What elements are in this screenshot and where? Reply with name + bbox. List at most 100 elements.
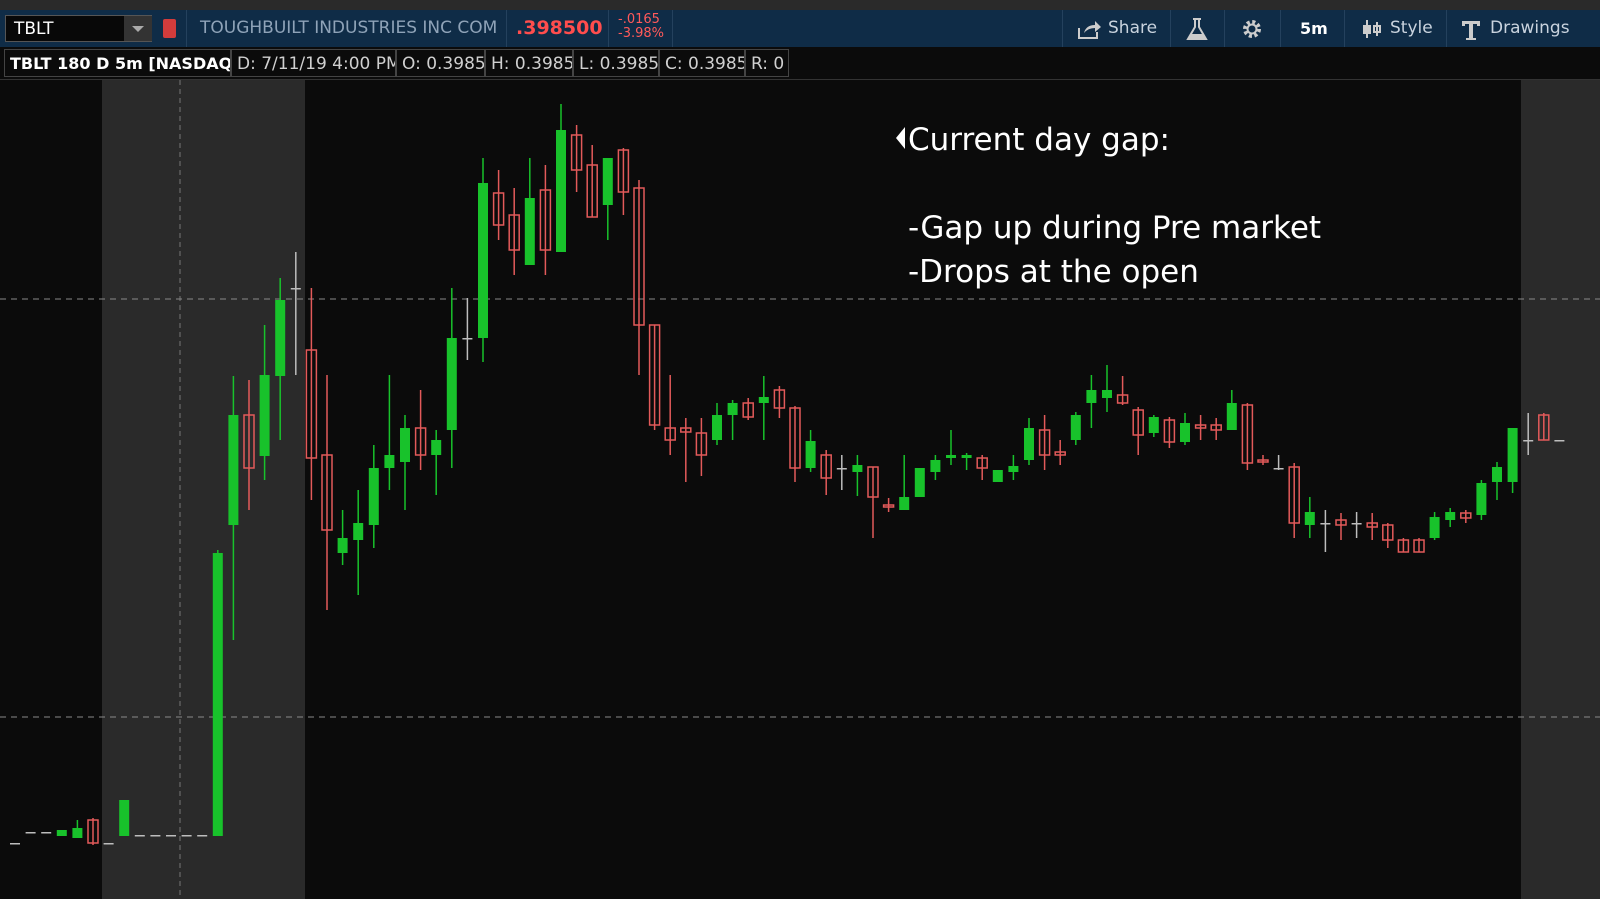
candle-body — [1304, 512, 1315, 525]
candle-body — [976, 457, 988, 469]
share-icon[interactable] — [1076, 18, 1102, 40]
candle-body — [243, 414, 255, 469]
candle-body — [648, 324, 661, 426]
candle-body — [742, 402, 754, 418]
candle-body — [1102, 390, 1112, 398]
share-button[interactable]: Share — [1108, 18, 1158, 38]
candle-body — [400, 428, 410, 462]
candle-body — [961, 455, 972, 458]
candle-body — [1382, 524, 1394, 541]
candle-body — [1351, 523, 1362, 525]
candle-body — [1429, 517, 1440, 538]
candle-body — [56, 830, 67, 836]
candle-body — [1413, 539, 1425, 553]
candle-body — [353, 523, 364, 540]
candle-body — [150, 835, 161, 837]
candle-body — [758, 397, 769, 403]
extended-hours-shading — [102, 80, 305, 899]
style-icon[interactable] — [1360, 18, 1384, 40]
candle-body — [867, 466, 879, 498]
candle-body — [1554, 440, 1565, 442]
candle-body — [930, 460, 941, 472]
candle-body — [1210, 424, 1222, 431]
candle-body — [462, 338, 473, 340]
candle-body — [259, 375, 270, 456]
candle-body — [556, 130, 566, 252]
candle-body — [197, 835, 208, 837]
link-icon[interactable] — [160, 18, 182, 42]
drawings-button[interactable]: Drawings — [1490, 18, 1570, 38]
candle-body — [617, 149, 630, 193]
symbol-dropdown[interactable] — [124, 16, 152, 41]
candle-body — [166, 835, 176, 837]
info-open: O: 0.3985 — [396, 49, 485, 77]
candle-body — [508, 214, 520, 251]
info-close: C: 0.3985 — [659, 49, 745, 77]
candle-body — [1086, 390, 1097, 403]
candle-body — [1226, 403, 1237, 430]
candle-body — [712, 415, 722, 440]
candle-body — [10, 843, 20, 845]
style-button[interactable]: Style — [1390, 18, 1433, 38]
candle-body — [914, 468, 925, 497]
drawings-icon[interactable] — [1460, 19, 1482, 41]
candle-body — [1070, 415, 1081, 440]
candle-body — [119, 800, 130, 836]
last-price: .398500 — [516, 17, 603, 39]
candle-body — [181, 835, 192, 837]
candle-body — [1445, 512, 1456, 520]
candle-body — [414, 427, 427, 456]
candle-body — [570, 134, 583, 171]
candle-body — [1460, 512, 1472, 519]
candle-body — [275, 300, 286, 376]
candle-body — [539, 189, 552, 251]
info-high: H: 0.3985 — [485, 49, 573, 77]
candle-body — [1320, 523, 1331, 525]
candle-body — [602, 158, 613, 205]
candle-body — [1507, 428, 1518, 482]
candle-body — [805, 441, 816, 468]
candle-body — [1054, 451, 1066, 456]
lab-icon[interactable] — [1184, 17, 1210, 41]
candle-body — [212, 553, 223, 836]
settings-icon[interactable] — [1240, 18, 1264, 40]
candle-body — [1366, 522, 1378, 528]
candle-body — [633, 187, 645, 326]
candle-body — [134, 835, 145, 837]
candle-body — [368, 468, 379, 525]
candle-body — [25, 832, 36, 834]
candle-body — [992, 470, 1003, 482]
candle-body — [680, 427, 692, 433]
annotation-arrow — [896, 127, 905, 149]
candle-body — [524, 198, 535, 265]
candle-body — [492, 192, 505, 226]
period-button[interactable]: 5m — [1300, 19, 1328, 38]
candle-body — [1163, 419, 1176, 443]
info-date: D: 7/11/19 4:00 PM — [231, 49, 396, 77]
company-name: TOUGHBUILT INDUSTRIES INC COM — [200, 18, 498, 38]
candle-body — [789, 407, 801, 469]
annotation-line: -Drops at the open — [908, 254, 1199, 290]
candle-body — [1538, 414, 1550, 441]
candle-body — [305, 349, 318, 459]
tab-strip — [0, 0, 1600, 10]
candle-body — [882, 504, 895, 508]
candle-body — [103, 843, 114, 845]
candle-body — [478, 183, 488, 338]
study-label: TBLT 180 D 5m [NASDAQ] — [4, 49, 231, 77]
candle-body — [72, 828, 83, 838]
candle-body — [1038, 429, 1051, 456]
candle-body — [1397, 539, 1410, 553]
toolbar: TBLT TOUGHBUILT INDUSTRIES INC COM .3985… — [0, 10, 1600, 47]
info-low: L: 0.3985 — [573, 49, 659, 77]
candle-body — [1523, 440, 1534, 442]
candle-body — [1194, 424, 1207, 429]
candle-body — [773, 389, 786, 409]
candle-body — [1180, 423, 1190, 442]
candle-body — [41, 832, 52, 834]
candle-body — [1335, 519, 1347, 526]
info-bar: TBLT 180 D 5m [NASDAQ] D: 7/11/19 4:00 P… — [0, 48, 1600, 80]
price-change: -.0165 — [618, 12, 660, 27]
candle-body — [431, 440, 442, 455]
